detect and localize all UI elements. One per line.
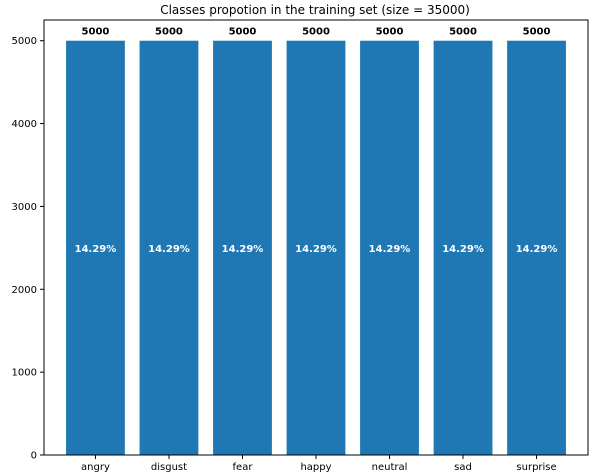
bar-value-label: 5000 [376, 27, 404, 38]
y-tick-label: 5000 [12, 36, 37, 47]
bar-percent-label: 14.29% [75, 244, 117, 255]
bar [286, 40, 346, 455]
y-tick-label: 0 [31, 451, 37, 462]
x-tick-label: happy [300, 462, 331, 473]
bar-value-label: 5000 [229, 27, 257, 38]
x-tick-label: fear [233, 462, 254, 473]
bar-value-label: 5000 [523, 27, 551, 38]
x-tick-label: sad [454, 462, 472, 473]
bar-percent-label: 14.29% [369, 244, 411, 255]
x-tick-label: disgust [151, 462, 187, 473]
y-tick-label: 1000 [12, 368, 37, 379]
bar-value-label: 5000 [155, 27, 183, 38]
bar [66, 40, 125, 455]
x-tick-label: surprise [516, 462, 556, 473]
x-tick-label: neutral [372, 462, 408, 473]
axes-frame [43, 19, 589, 456]
bar-value-label: 5000 [449, 27, 477, 38]
bar-percent-label: 14.29% [295, 244, 337, 255]
bar [507, 40, 566, 455]
bar-percent-label: 14.29% [222, 244, 264, 255]
bar [139, 40, 199, 455]
y-tick-label: 2000 [12, 285, 37, 296]
bar-percent-label: 14.29% [442, 244, 484, 255]
bar-value-label: 5000 [302, 27, 330, 38]
bar [433, 40, 493, 455]
bar-percent-label: 14.29% [516, 244, 558, 255]
bar [360, 40, 419, 455]
x-tick-label: angry [81, 462, 110, 473]
chart-title: Classes propotion in the training set (s… [160, 3, 470, 17]
y-tick-label: 3000 [12, 202, 37, 213]
bar-value-label: 5000 [82, 27, 110, 38]
plot-area: 5000 14.29% angry 5000 14.29% disgust 5000 14.2… [12, 19, 589, 473]
bar-percent-label: 14.29% [148, 244, 190, 255]
y-tick-label: 4000 [12, 119, 37, 130]
bar [213, 40, 272, 455]
